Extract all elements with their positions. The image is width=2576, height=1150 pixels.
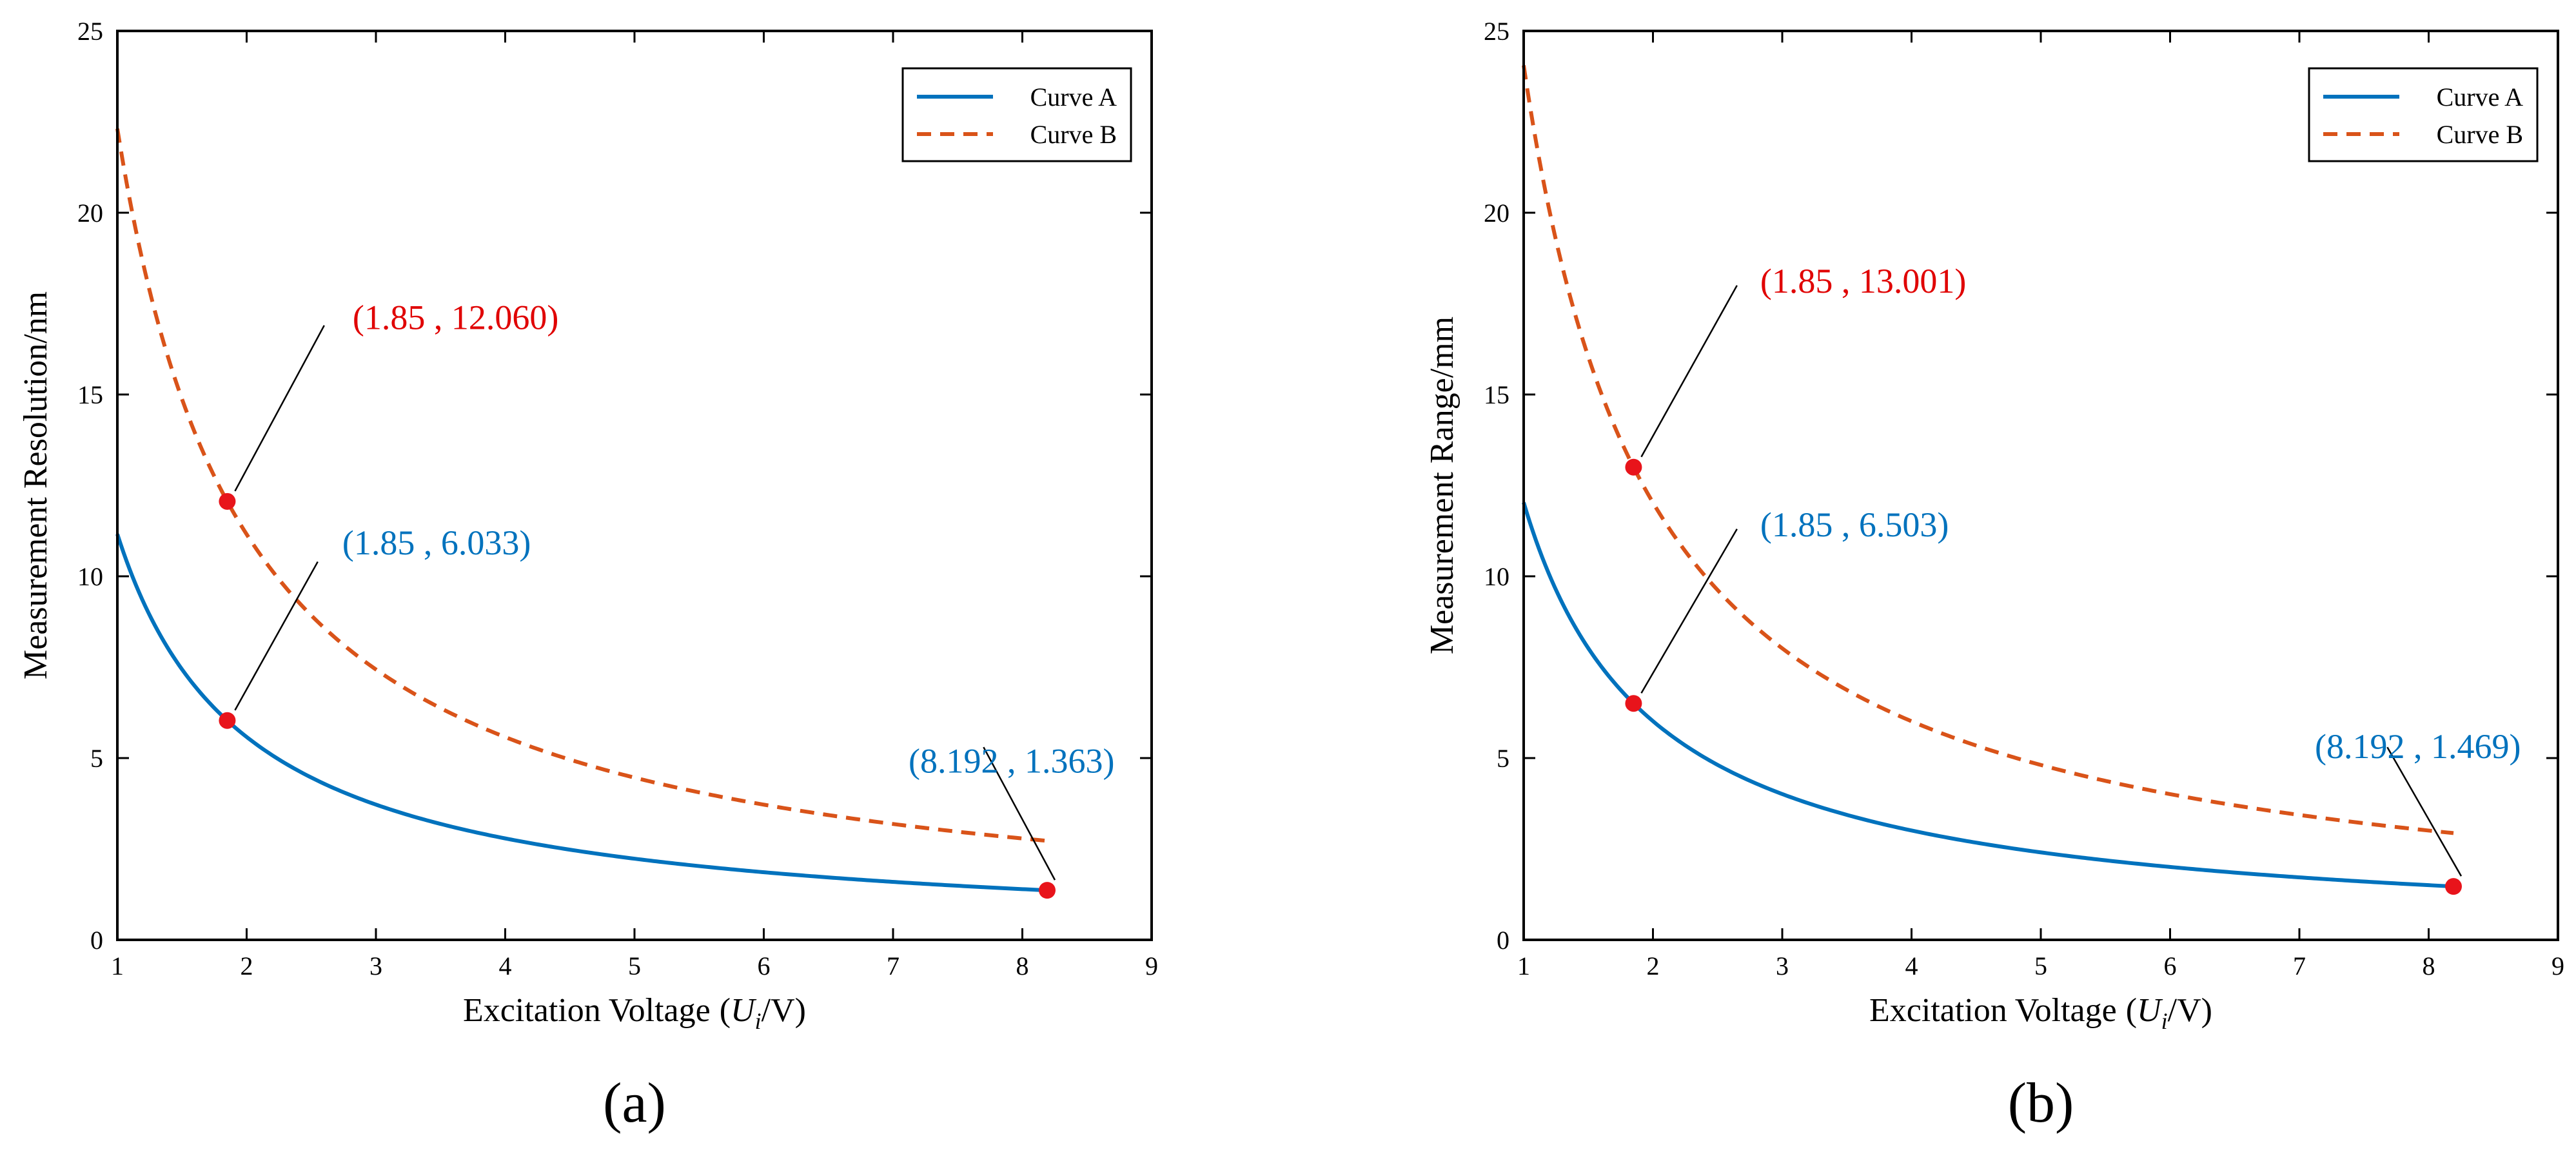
annotation-leader-line xyxy=(1640,285,1738,458)
chart-panel-b: 1 2 3 4 5 6 7 8 9 0 5 10 15 20 25 Measurement Range/mm E… xyxy=(1424,17,2564,1135)
x-axis-label-var: U xyxy=(731,992,757,1029)
legend-entry: Curve B xyxy=(2437,120,2523,149)
annotated-point xyxy=(219,492,236,510)
x-axis-label-open: ( xyxy=(720,992,731,1029)
annotated-point xyxy=(1625,458,1642,476)
annotation-label: (8.192 , 1.469) xyxy=(2315,727,2521,766)
series-line-curve-b xyxy=(1522,65,2454,835)
x-tick-label: 9 xyxy=(1145,951,1158,980)
x-tick-label: 6 xyxy=(2164,951,2177,980)
legend-box xyxy=(2308,67,2539,162)
x-tick-label: 2 xyxy=(241,951,253,980)
annotated-point xyxy=(1038,882,1056,899)
axes-box xyxy=(116,30,1153,941)
x-axis-label-close: ) xyxy=(795,992,806,1029)
x-tick-label: 1 xyxy=(1517,951,1530,980)
x-tick-label: 5 xyxy=(2034,951,2047,980)
x-tick-label: 2 xyxy=(1647,951,1660,980)
x-tick-label: 3 xyxy=(369,951,382,980)
y-tick-label: 20 xyxy=(77,199,103,228)
annotation-leader-line xyxy=(234,325,325,492)
series-line-curve-b xyxy=(115,128,1048,843)
series-line-curve-a xyxy=(115,533,1048,893)
x-tick-label: 8 xyxy=(2423,951,2435,980)
x-tick-label: 7 xyxy=(2293,951,2306,980)
annotated-point xyxy=(1625,695,1642,712)
annotation-label: (8.192 , 1.363) xyxy=(909,742,1114,781)
annotation-label: (1.85 , 13.001) xyxy=(1760,262,1966,300)
annotated-point xyxy=(219,712,236,729)
x-axis-label-prefix: Excitation Voltage xyxy=(1869,992,2117,1029)
annotation-label: (1.85 , 6.503) xyxy=(1760,505,1949,544)
panel-label: (b) xyxy=(2008,1072,2074,1135)
y-tick-label: 15 xyxy=(1484,380,1509,409)
x-axis-label: Excitation Voltage (Ui/V) xyxy=(1869,992,2212,1034)
annotation-leader-line xyxy=(1640,529,1738,694)
panel-label: (a) xyxy=(603,1072,666,1135)
y-axis-label: Measurement Resolution/nm xyxy=(17,291,54,679)
x-axis-label-close: ) xyxy=(2201,992,2212,1029)
y-tick-label: 20 xyxy=(1484,199,1509,228)
annotation-leader-line xyxy=(983,746,1056,881)
y-tick-label: 25 xyxy=(1484,17,1509,46)
x-tick-label: 4 xyxy=(1905,951,1918,980)
y-tick-label: 5 xyxy=(1497,744,1509,773)
y-tick-label: 0 xyxy=(1497,926,1509,955)
x-axis-label-slash: /V xyxy=(2168,992,2201,1029)
x-tick-label: 9 xyxy=(2551,951,2564,980)
annotated-point xyxy=(2444,878,2462,895)
x-axis-label-open: ( xyxy=(2126,992,2137,1029)
y-tick-label: 10 xyxy=(1484,562,1509,591)
annotation-label: (1.85 , 12.060) xyxy=(353,298,558,336)
x-axis-label: Excitation Voltage (Ui/V) xyxy=(463,992,806,1034)
y-tick-label: 5 xyxy=(90,744,103,773)
annotation-leader-line xyxy=(234,561,319,711)
x-axis-label-sub: i xyxy=(2161,1008,2168,1034)
x-tick-label: 4 xyxy=(499,951,512,980)
y-tick-label: 25 xyxy=(77,17,103,46)
x-axis-label-sub: i xyxy=(755,1008,762,1034)
legend-entry: Curve B xyxy=(1030,120,1117,149)
x-tick-label: 8 xyxy=(1016,951,1029,980)
y-tick-label: 15 xyxy=(77,380,103,409)
x-tick-label: 7 xyxy=(887,951,900,980)
y-tick-label: 10 xyxy=(77,562,103,591)
x-axis-label-prefix: Excitation Voltage xyxy=(463,992,711,1029)
series-line-curve-a xyxy=(1522,502,2454,889)
y-axis-label: Measurement Range/mm xyxy=(1424,317,1460,654)
x-tick-label: 5 xyxy=(628,951,641,980)
x-axis-label-var: U xyxy=(2137,992,2163,1029)
axes-box xyxy=(1522,30,2559,941)
x-axis-label-slash: /V xyxy=(762,992,795,1029)
x-tick-label: 3 xyxy=(1776,951,1789,980)
chart-panel-a: 1 2 3 4 5 6 7 8 9 0 5 10 15 20 25 Measurement Resolutio… xyxy=(17,17,1158,1135)
legend-entry: Curve A xyxy=(2437,83,2524,112)
y-tick-label: 0 xyxy=(90,926,103,955)
legend-entry: Curve A xyxy=(1030,83,1117,112)
legend-box xyxy=(901,67,1132,162)
x-tick-label: 6 xyxy=(758,951,771,980)
x-tick-label: 1 xyxy=(111,951,124,980)
annotation-label: (1.85 , 6.033) xyxy=(342,523,531,562)
annotation-leader-line xyxy=(2386,746,2463,877)
